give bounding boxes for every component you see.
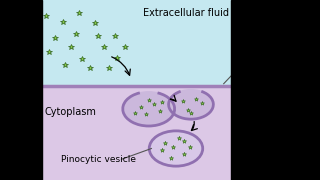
Circle shape xyxy=(169,90,213,119)
Bar xyxy=(0,0,42,180)
Circle shape xyxy=(123,92,175,126)
Text: Extracellular fluid: Extracellular fluid xyxy=(142,8,228,18)
Bar xyxy=(42,86,230,180)
Circle shape xyxy=(149,131,203,166)
Text: Cytoplasm: Cytoplasm xyxy=(45,107,97,117)
Bar xyxy=(42,0,230,86)
Text: Pinocytic vesicle: Pinocytic vesicle xyxy=(61,155,136,164)
Bar xyxy=(230,0,273,180)
Text: Cell membrane: Cell membrane xyxy=(248,51,318,60)
